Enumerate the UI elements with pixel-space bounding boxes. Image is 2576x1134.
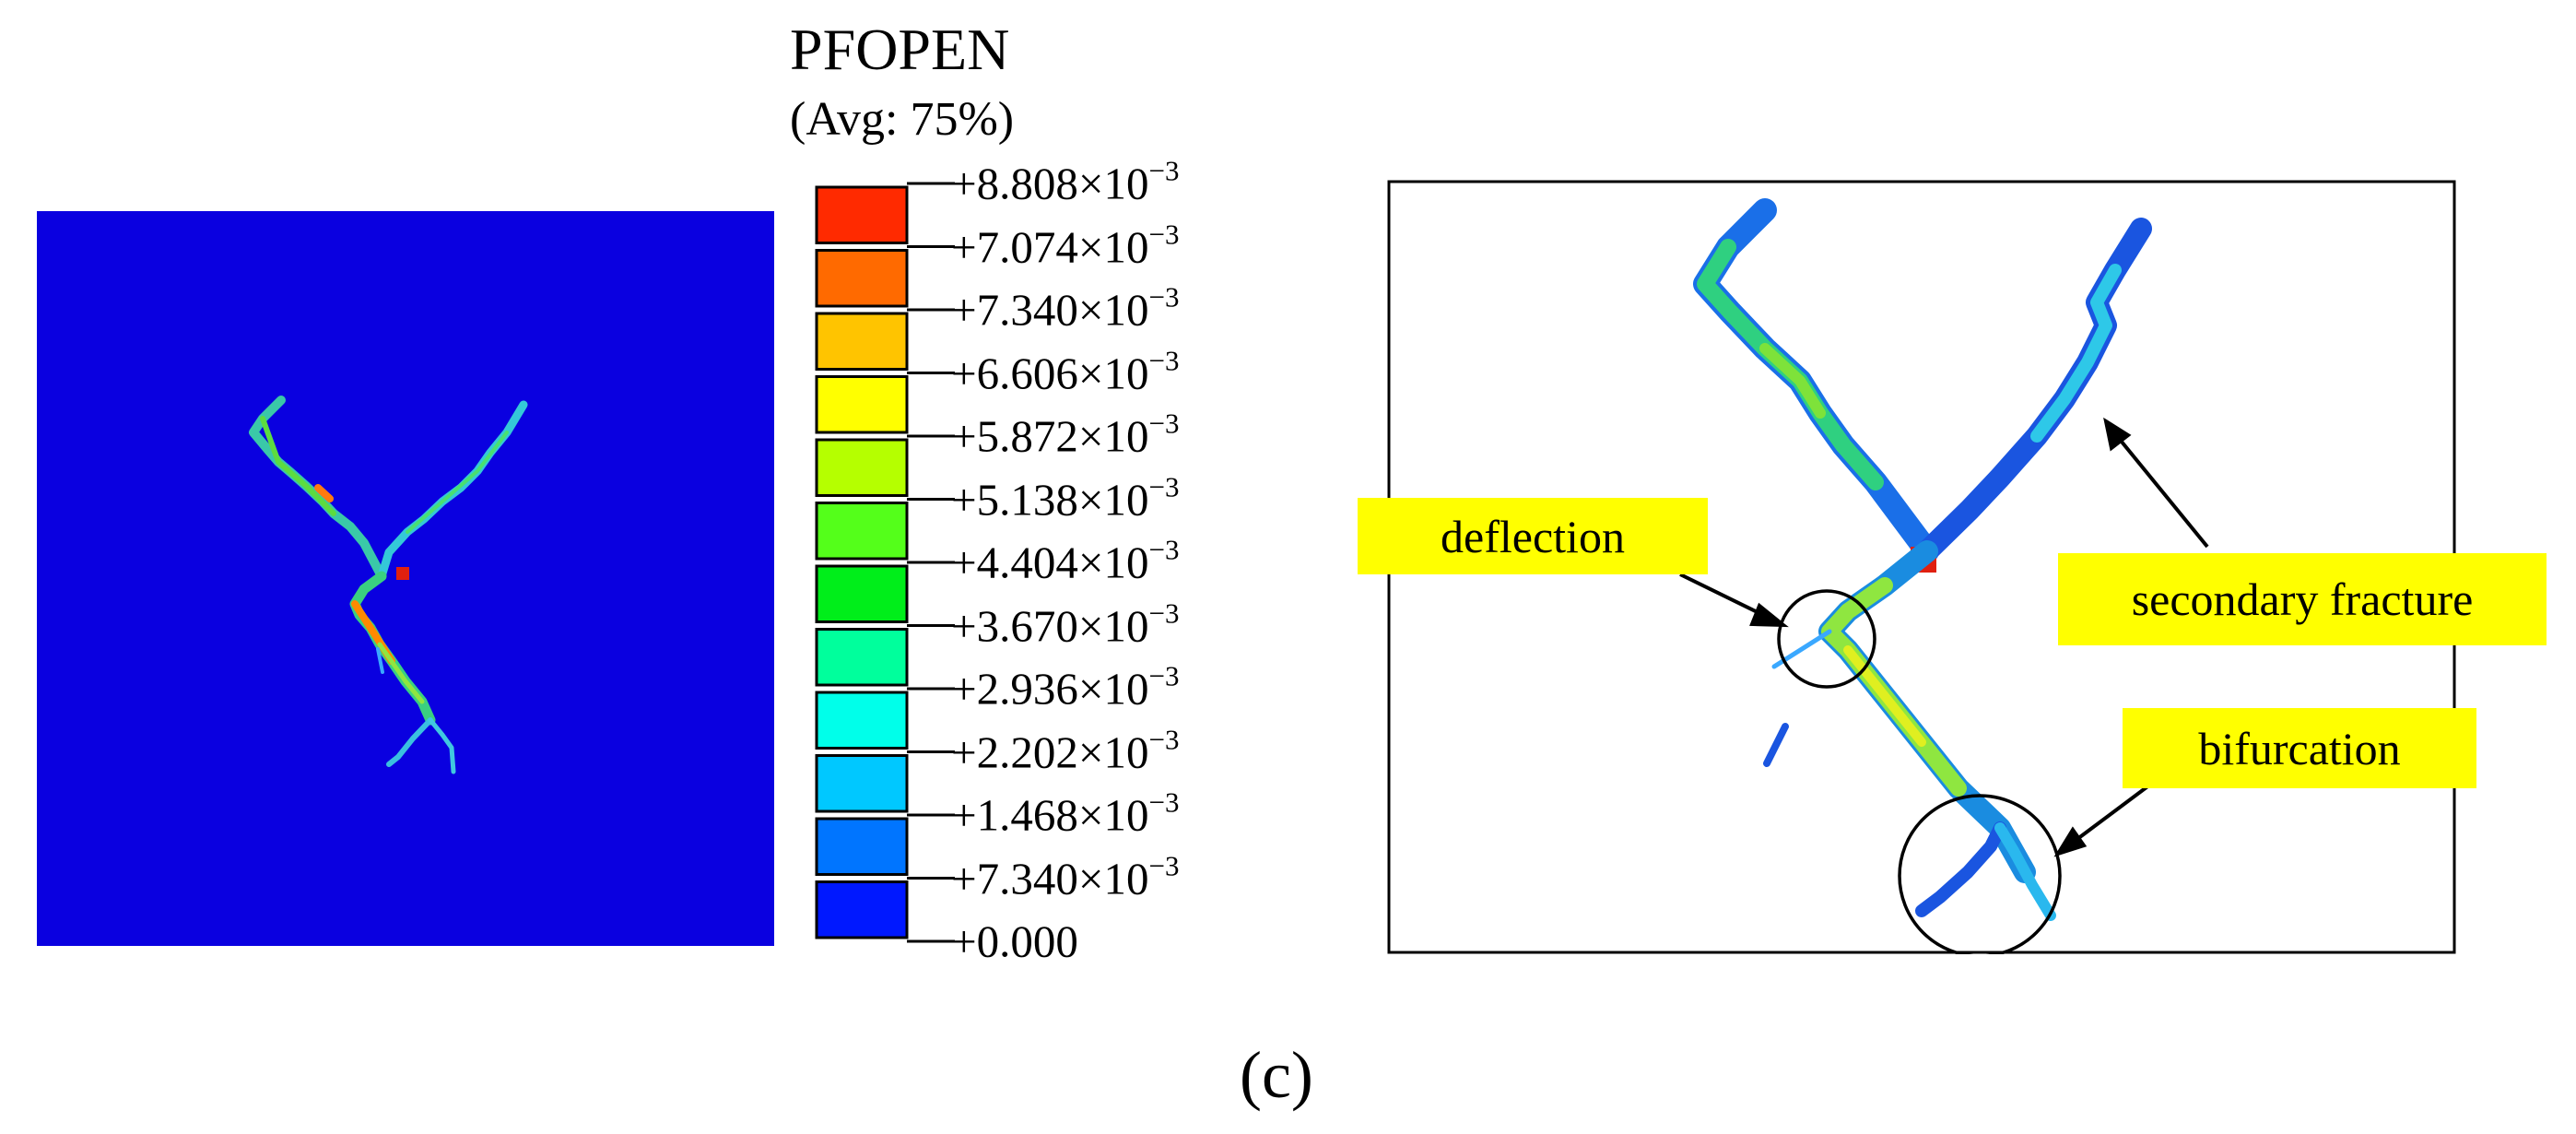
legend-colorbar xyxy=(815,182,955,943)
legend-tick-exponent: −3 xyxy=(1148,533,1180,566)
legend-tick-exponent: −3 xyxy=(1148,723,1180,755)
bifurcation-circle xyxy=(1898,794,2062,954)
legend-tick-label: +6.606×10−3 xyxy=(951,346,1180,398)
legend-tick-exponent: −3 xyxy=(1148,407,1180,440)
legend-swatch xyxy=(815,249,909,308)
legend-swatch xyxy=(815,628,909,687)
legend-tick-label: +0.000 xyxy=(951,919,1078,964)
legend-tick-mantissa: +8.808×10 xyxy=(951,158,1149,209)
legend-tick-label: +7.074×10−3 xyxy=(951,219,1180,272)
legend-swatch xyxy=(815,564,909,623)
legend-tick-label: +3.670×10−3 xyxy=(951,598,1180,651)
fracture-path xyxy=(249,396,528,774)
subfigure-label: (c) xyxy=(1240,1038,1313,1112)
legend-tick-exponent: −3 xyxy=(1148,218,1180,250)
legend-swatch xyxy=(815,375,909,434)
legend-tick-exponent: −3 xyxy=(1148,154,1180,187)
legend-swatch xyxy=(815,880,909,939)
legend-tick-exponent: −3 xyxy=(1148,786,1180,819)
legend-swatch xyxy=(815,502,909,561)
callout-deflection: deflection xyxy=(1358,498,1708,574)
legend-tick-exponent: −3 xyxy=(1148,659,1180,692)
legend-swatch xyxy=(815,754,909,813)
legend-tick-exponent: −3 xyxy=(1148,280,1180,313)
legend-tick-label: +2.936×10−3 xyxy=(951,662,1180,715)
legend-tick-mantissa: +5.138×10 xyxy=(951,474,1149,525)
contour-plot xyxy=(37,211,774,946)
legend-tick-mantissa: +2.202×10 xyxy=(951,726,1149,777)
legend-tick-label: +5.138×10−3 xyxy=(951,472,1180,525)
legend-tick-label: +5.872×10−3 xyxy=(951,409,1180,462)
legend-tick-mantissa: +4.404×10 xyxy=(951,537,1149,588)
legend-swatch xyxy=(815,691,909,750)
legend-swatch xyxy=(815,185,909,244)
legend-tick-exponent: −3 xyxy=(1148,849,1180,881)
detail-circles xyxy=(1777,589,2062,954)
legend-tick-label: +7.340×10−3 xyxy=(951,851,1180,904)
legend-tick-exponent: −3 xyxy=(1148,470,1180,502)
legend-tick-mantissa: +5.872×10 xyxy=(951,410,1149,462)
legend-tick-label: +8.808×10−3 xyxy=(951,157,1180,209)
legend-tick-mantissa: +7.340×10 xyxy=(951,853,1149,904)
legend-tick-label: +7.340×10−3 xyxy=(951,283,1180,336)
legend-tick-mantissa: +6.606×10 xyxy=(951,348,1149,398)
legend-tick-mantissa: +7.074×10 xyxy=(951,221,1149,272)
callout-bifurcation: bifurcation xyxy=(2123,708,2476,788)
legend-tick-mantissa: +2.936×10 xyxy=(951,663,1149,715)
legend-tick-exponent: −3 xyxy=(1148,344,1180,376)
legend-tick-label: +1.468×10−3 xyxy=(951,788,1180,841)
legend-tick-mantissa: +0.000 xyxy=(951,915,1078,967)
legend-swatch xyxy=(815,438,909,497)
legend-subtitle: (Avg: 75%) xyxy=(790,93,1015,146)
deflection-circle xyxy=(1777,589,1876,689)
legend-tick-label: +2.202×10−3 xyxy=(951,725,1180,777)
legend-title: PFOPEN xyxy=(790,17,1010,82)
legend-tick-mantissa: +1.468×10 xyxy=(951,789,1149,841)
detail-fracture xyxy=(1693,198,2152,921)
callout-secondary-fracture: secondary fracture xyxy=(2058,553,2547,645)
legend-swatch xyxy=(815,817,909,876)
legend-swatch xyxy=(815,312,909,371)
legend-tick-mantissa: +3.670×10 xyxy=(951,600,1149,651)
legend-tick-exponent: −3 xyxy=(1148,597,1180,629)
legend-tick-label: +4.404×10−3 xyxy=(951,536,1180,588)
legend-tick-mantissa: +7.340×10 xyxy=(951,284,1149,336)
